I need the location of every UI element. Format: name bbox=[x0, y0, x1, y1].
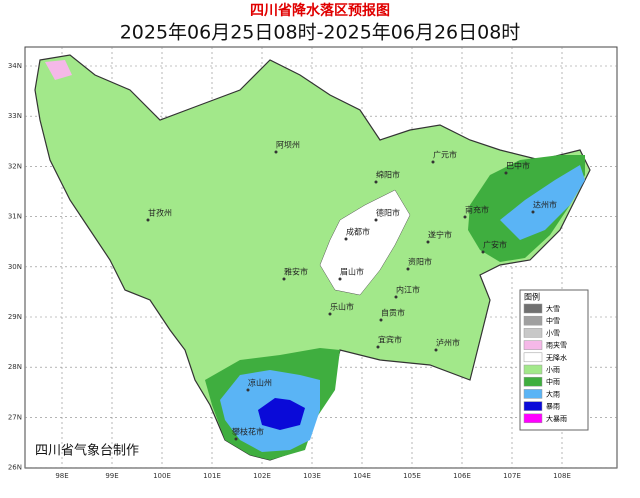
map-subtitle: 2025年06月25日08时-2025年06月26日08时 bbox=[120, 22, 521, 44]
city-dot bbox=[328, 312, 332, 316]
city-label: 眉山市 bbox=[340, 267, 364, 277]
city-label: 广安市 bbox=[483, 240, 507, 250]
city-dot bbox=[344, 237, 348, 241]
city-label: 乐山市 bbox=[330, 302, 354, 312]
city-label: 泸州市 bbox=[436, 338, 460, 348]
city-dot bbox=[282, 277, 286, 281]
city-label: 巴中市 bbox=[506, 161, 530, 171]
city-dot bbox=[376, 345, 380, 349]
lon-label: 106E bbox=[453, 472, 471, 480]
lon-label: 100E bbox=[153, 472, 171, 480]
legend-swatch bbox=[523, 340, 543, 350]
legend-swatch bbox=[523, 401, 543, 411]
city-label: 雅安市 bbox=[284, 267, 308, 277]
legend-label: 大暴雨 bbox=[546, 414, 567, 423]
city-label: 凉山州 bbox=[248, 378, 272, 388]
lon-label: 101E bbox=[203, 472, 221, 480]
lat-label: 34N bbox=[8, 62, 22, 70]
legend-label: 暴雨 bbox=[546, 403, 560, 411]
city-dot bbox=[234, 437, 238, 441]
city-dot bbox=[406, 267, 410, 271]
legend-swatch bbox=[523, 389, 543, 399]
lat-label: 31N bbox=[8, 213, 22, 221]
city-label: 德阳市 bbox=[376, 208, 400, 218]
lon-label: 105E bbox=[403, 472, 421, 480]
lat-label: 28N bbox=[8, 363, 22, 371]
lon-label: 104E bbox=[353, 472, 371, 480]
lon-label: 102E bbox=[253, 472, 271, 480]
legend-swatch bbox=[523, 303, 543, 314]
lat-label: 32N bbox=[8, 162, 22, 170]
city-dot bbox=[481, 250, 485, 254]
city-dot bbox=[338, 277, 342, 281]
city-dot bbox=[426, 240, 430, 244]
no-rain-basin bbox=[319, 189, 411, 296]
lat-label: 29N bbox=[8, 313, 22, 321]
city-label: 遂宁市 bbox=[428, 230, 452, 240]
legend-label: 雨夹雪 bbox=[546, 341, 567, 350]
city-dot bbox=[431, 160, 435, 164]
city-dot bbox=[274, 150, 278, 154]
legend-label: 大雨 bbox=[546, 389, 560, 398]
heavy-rain-ne bbox=[500, 165, 585, 240]
city-dot bbox=[379, 318, 383, 322]
city-label: 甘孜州 bbox=[148, 208, 172, 218]
legend-label: 大雪 bbox=[546, 304, 560, 313]
city-dot bbox=[463, 215, 467, 219]
city-dot bbox=[146, 218, 150, 222]
lon-label: 103E bbox=[303, 472, 321, 480]
city-label: 南充市 bbox=[465, 205, 489, 215]
rainstorm-s bbox=[258, 398, 305, 430]
city-label: 成都市 bbox=[346, 227, 370, 237]
legend-swatch bbox=[523, 315, 543, 326]
city-dot bbox=[504, 171, 508, 175]
lat-label: 26N bbox=[8, 464, 22, 472]
city-label: 绵阳市 bbox=[376, 170, 400, 180]
lon-label: 99E bbox=[105, 472, 118, 480]
city-label: 阿坝州 bbox=[276, 141, 300, 150]
lat-label: 33N bbox=[8, 112, 22, 120]
city-label: 资阳市 bbox=[408, 257, 432, 267]
legend-title: 图例 bbox=[524, 292, 540, 302]
city-label: 宜宾市 bbox=[378, 335, 402, 345]
lon-label: 107E bbox=[503, 472, 521, 480]
legend-label: 中雪 bbox=[546, 316, 560, 325]
footer: 四川省气象台制作 bbox=[35, 443, 139, 459]
city-label: 达州市 bbox=[533, 200, 557, 210]
legend-label: 小雪 bbox=[546, 328, 560, 337]
legend-swatch bbox=[523, 376, 543, 387]
legend-swatch bbox=[523, 413, 543, 424]
city-dot bbox=[374, 218, 378, 222]
legend-swatch bbox=[523, 352, 543, 363]
city-dot bbox=[434, 348, 438, 352]
sleet-nw bbox=[45, 60, 72, 80]
city-label: 自贡市 bbox=[381, 308, 405, 318]
lat-label: 30N bbox=[8, 263, 22, 271]
city-label: 内江市 bbox=[396, 285, 420, 295]
lon-label: 108E bbox=[553, 472, 571, 480]
legend-label: 无降水 bbox=[546, 353, 567, 362]
legend-label: 中雨 bbox=[546, 377, 560, 386]
province-light-rain bbox=[34, 54, 591, 461]
lon-label: 98E bbox=[55, 472, 68, 480]
map-title: 四川省降水落区预报图 bbox=[250, 2, 390, 19]
city-dot bbox=[374, 180, 378, 184]
city-dot bbox=[531, 210, 535, 214]
legend-swatch bbox=[523, 364, 543, 375]
lat-label: 27N bbox=[8, 413, 22, 421]
legend-swatch bbox=[523, 328, 543, 338]
city-dot bbox=[394, 295, 398, 299]
city-label: 攀枝花市 bbox=[232, 427, 264, 437]
city-label: 广元市 bbox=[433, 150, 457, 160]
legend-label: 小雨 bbox=[546, 365, 560, 374]
city-dot bbox=[246, 388, 250, 392]
